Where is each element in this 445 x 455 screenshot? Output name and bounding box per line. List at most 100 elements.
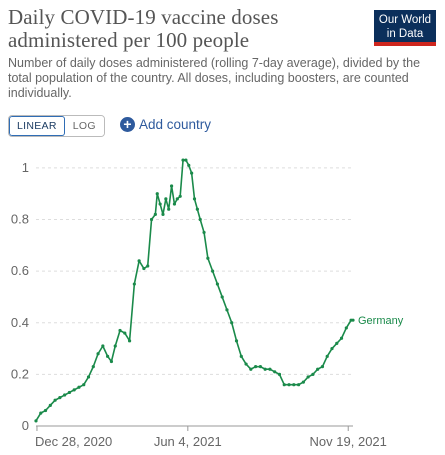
data-point: [230, 321, 234, 325]
data-point: [155, 192, 159, 196]
data-point: [58, 396, 62, 400]
y-tick-label: 0.4: [11, 315, 29, 330]
x-tick-label: Nov 19, 2021: [310, 434, 387, 449]
y-tick-label: 0.6: [11, 263, 29, 278]
data-point: [273, 370, 277, 374]
add-country-button[interactable]: + Add country: [120, 117, 211, 132]
data-point: [239, 354, 243, 358]
data-point: [268, 367, 272, 371]
data-point: [335, 341, 339, 346]
data-point: [169, 184, 174, 188]
data-point: [211, 269, 215, 273]
data-point: [306, 375, 310, 379]
y-tick-label: 1: [22, 160, 29, 175]
data-point: [178, 194, 182, 198]
x-axis: Dec 28, 2020 Jun 4, 2021 Nov 19, 2021: [35, 425, 387, 449]
logo-line-2: in Data: [386, 28, 424, 40]
data-point: [123, 331, 127, 335]
data-point: [67, 390, 72, 395]
data-point: [254, 365, 258, 369]
data-point: [325, 354, 329, 358]
data-point: [184, 158, 188, 162]
logo-line-1: Our World: [378, 14, 432, 26]
data-point: [153, 212, 157, 216]
data-point: [142, 266, 146, 271]
data-point: [53, 398, 57, 402]
data-point: [91, 365, 95, 369]
chart-subtitle: Number of daily doses administered (roll…: [8, 56, 421, 100]
log-scale-button[interactable]: LOG: [64, 116, 104, 136]
data-point: [344, 326, 348, 330]
plus-circle-icon: +: [120, 117, 135, 132]
data-point: [101, 344, 105, 348]
data-point: [249, 367, 253, 371]
data-point: [86, 375, 91, 379]
data-point: [206, 256, 210, 260]
data-point: [198, 217, 202, 222]
data-point: [77, 385, 81, 389]
y-tick-label: 0.8: [11, 212, 29, 227]
data-point: [215, 282, 220, 286]
data-point: [263, 367, 267, 371]
chart-title: Daily COVID-19 vaccine doses administere…: [8, 5, 279, 52]
data-point: [172, 202, 177, 206]
data-point: [149, 217, 154, 222]
data-point: [63, 393, 67, 397]
data-point: [109, 359, 114, 364]
data-point: [195, 207, 199, 211]
data-point: [164, 197, 168, 201]
data-point: [181, 158, 185, 162]
line-chart: 0 0.2 0.4 0.6 0.8 1 Dec 28, 2020 Jun 4, 2021 No…: [11, 158, 404, 449]
data-point: [225, 308, 229, 312]
x-tick-label: Dec 28, 2020: [35, 434, 112, 449]
gridlines: [36, 167, 353, 375]
data-point: [72, 388, 76, 392]
data-point: [132, 282, 136, 286]
data-point: [192, 197, 197, 201]
data-point: [34, 419, 38, 423]
data-point: [161, 212, 165, 216]
y-tick-label: 0.2: [11, 366, 29, 381]
data-point: [96, 352, 100, 356]
data-point: [301, 380, 305, 384]
y-axis-ticks: 0 0.2 0.4 0.6 0.8 1: [11, 160, 29, 433]
data-point: [244, 362, 248, 366]
data-point: [118, 328, 122, 333]
data-point: [320, 365, 325, 369]
y-tick-label: 0: [22, 418, 29, 433]
data-point: [48, 403, 52, 407]
data-point: [292, 383, 296, 387]
data-point: [146, 264, 150, 268]
data-point: [311, 372, 315, 376]
data-point: [39, 411, 43, 415]
data-point: [43, 408, 48, 413]
data-point: [339, 336, 344, 340]
data-point: [187, 163, 191, 167]
scale-toggle: LINEAR LOG: [8, 115, 105, 137]
data-point: [316, 367, 320, 371]
data-point: [190, 171, 194, 175]
add-country-label: Add country: [139, 117, 212, 132]
linear-scale-button[interactable]: LINEAR: [9, 116, 65, 136]
logo-accent-bar: [374, 42, 436, 46]
data-point: [113, 344, 117, 348]
data-point: [175, 197, 179, 201]
series-line-germany[interactable]: [35, 159, 353, 422]
data-point: [296, 383, 301, 387]
data-point: [287, 383, 291, 387]
data-point: [220, 295, 224, 299]
data-point: [82, 383, 86, 387]
data-point: [282, 383, 286, 387]
series-label-germany[interactable]: Germany: [358, 315, 404, 327]
data-point: [167, 207, 171, 211]
data-point: [127, 339, 132, 343]
owid-logo[interactable]: Our World in Data: [374, 10, 436, 46]
data-point: [277, 372, 282, 376]
x-tick-label: Jun 4, 2021: [154, 434, 222, 449]
data-point: [158, 202, 162, 206]
data-point: [137, 259, 141, 263]
data-point: [351, 318, 355, 322]
data-point: [234, 339, 239, 343]
data-point: [202, 230, 206, 235]
data-point: [330, 346, 334, 351]
